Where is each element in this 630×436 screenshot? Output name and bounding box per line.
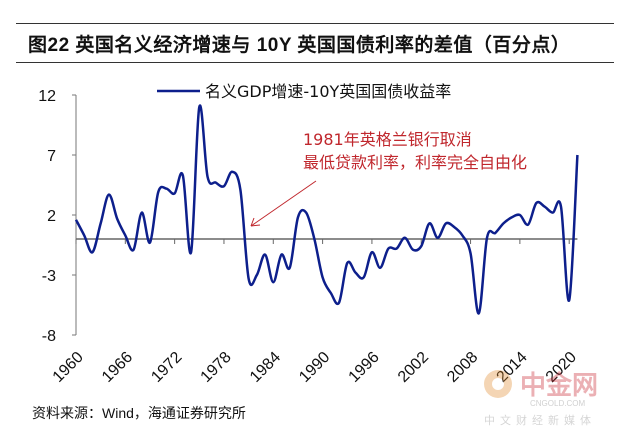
x-tick-label: 1978	[198, 349, 235, 386]
x-tick-label: 1966	[99, 349, 136, 386]
y-tick-label: 2	[47, 208, 56, 225]
y-tick-label: 12	[38, 88, 56, 105]
annotation-line2: 最低贷款利率，利率完全自由化	[303, 153, 527, 172]
x-tick-label: 1972	[148, 349, 185, 386]
title-top-rule	[16, 23, 614, 24]
chart-title: 图22 英国名义经济增速与 10Y 英国国债利率的差值（百分点）	[28, 35, 571, 56]
annotation-arrow	[250, 180, 317, 227]
source-note: 资料来源：Wind，海通证券研究所	[32, 405, 246, 421]
x-tick-label: 1996	[346, 349, 383, 386]
legend-label: 名义GDP增速-10Y英国国债收益率	[205, 82, 451, 101]
y-tick-label: -8	[42, 328, 56, 345]
x-tick-label: 1984	[247, 349, 284, 386]
y-tick-label: 7	[47, 148, 56, 165]
svg-text:CNGOLD.COM: CNGOLD.COM	[530, 399, 585, 408]
y-tick-label: -3	[42, 268, 56, 285]
chart: 12 7 2 -3 -8 1960 1966 1972 1978 1984 1990 1996 2002…	[38, 82, 580, 386]
series-line	[74, 104, 579, 315]
arrowhead-icon	[250, 217, 261, 227]
annotation-line1: 1981年英格兰银行取消	[303, 130, 472, 149]
svg-text:中文财经新媒体: 中文财经新媒体	[484, 413, 596, 427]
svg-text:中金网: 中金网	[520, 370, 598, 401]
watermark-logo: 中金网 CNGOLD.COM 中文财经新媒体	[470, 362, 630, 432]
x-tick-label: 1960	[50, 349, 87, 386]
x-tick-label: 1990	[296, 349, 333, 386]
title-bottom-rule	[16, 62, 614, 63]
x-tick-label: 2002	[395, 349, 432, 386]
